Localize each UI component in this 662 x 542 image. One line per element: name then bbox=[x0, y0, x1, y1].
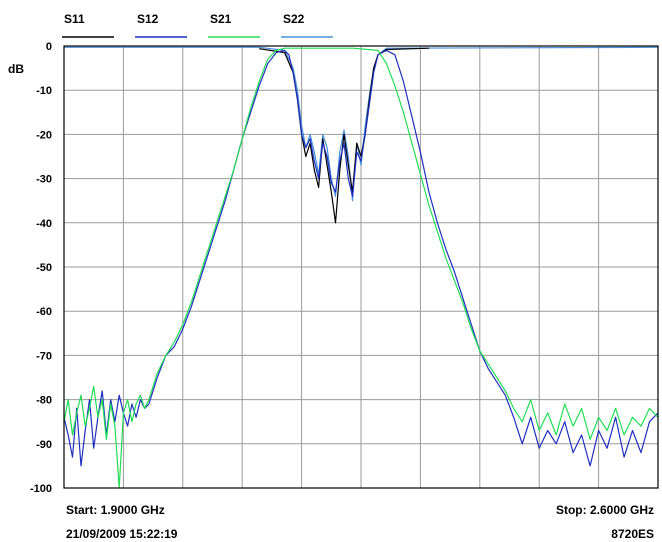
plot-grid bbox=[64, 46, 658, 488]
instrument-id-label: 8720ES bbox=[611, 527, 654, 541]
y-tick-label: -10 bbox=[36, 85, 52, 97]
y-tick-label: -60 bbox=[36, 306, 52, 318]
legend: S11 S12 S21 S22 bbox=[62, 12, 333, 38]
series-group bbox=[63, 46, 659, 489]
y-tick-label: -40 bbox=[36, 218, 52, 230]
y-tick-label: -20 bbox=[36, 129, 52, 141]
y-axis-unit-label: dB bbox=[8, 62, 24, 76]
y-tick-label: 0 bbox=[46, 41, 52, 53]
series-line-s11 bbox=[259, 47, 429, 224]
y-tick-label: -70 bbox=[36, 350, 52, 362]
y-tick-label: -30 bbox=[36, 174, 52, 186]
stop-frequency-label: Stop: 2.6000 GHz bbox=[555, 503, 654, 517]
start-frequency-label: Start: 1.9000 GHz bbox=[66, 503, 165, 517]
y-tick-label: -90 bbox=[36, 439, 52, 451]
series-line-s21 bbox=[63, 47, 659, 489]
timestamp-label: 21/09/2009 15:22:19 bbox=[66, 527, 178, 541]
legend-label-s22: S22 bbox=[283, 12, 305, 26]
y-tick-labels: 0 -10 -20 -30 -40 -50 -60 -70 -80 -90 -100 bbox=[30, 41, 52, 495]
plot-frame bbox=[63, 45, 659, 489]
series-line-s12 bbox=[63, 49, 659, 467]
legend-label-s21: S21 bbox=[210, 12, 232, 26]
y-tick-label: -80 bbox=[36, 395, 52, 407]
y-tick-label: -100 bbox=[30, 483, 52, 495]
y-tick-label: -50 bbox=[36, 262, 52, 274]
legend-label-s11: S11 bbox=[64, 12, 85, 26]
legend-label-s12: S12 bbox=[137, 12, 159, 26]
